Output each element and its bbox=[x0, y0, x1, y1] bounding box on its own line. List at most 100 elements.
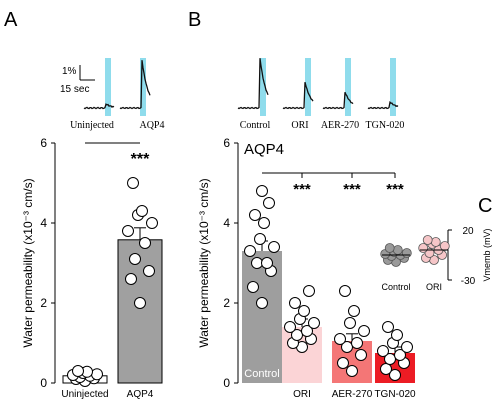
point-b-0 bbox=[244, 245, 256, 257]
point-c-0 bbox=[392, 245, 403, 255]
point-b-3 bbox=[401, 341, 413, 353]
x-tick-label-b-1: ORI bbox=[293, 389, 311, 400]
stimulus-aer bbox=[345, 58, 351, 116]
trace-label-aqp4: AQP4 bbox=[139, 120, 164, 131]
point-a-1 bbox=[139, 237, 151, 249]
point-b-1 bbox=[298, 305, 310, 317]
point-c-1 bbox=[439, 241, 450, 251]
scale-bar-amplitude: 1% bbox=[62, 66, 77, 77]
significance-a: *** bbox=[131, 151, 150, 168]
y-tick-label-a: 0 bbox=[40, 376, 47, 390]
point-b-0 bbox=[254, 233, 266, 245]
point-b-3 bbox=[391, 329, 403, 341]
point-c-1 bbox=[430, 237, 441, 247]
y-tick-label-a: 2 bbox=[40, 296, 47, 310]
y-tick-label-c: 20 bbox=[462, 226, 474, 237]
point-b-2 bbox=[339, 285, 351, 297]
point-a-1 bbox=[146, 217, 158, 229]
point-b-3 bbox=[380, 363, 392, 375]
stimulus-tgn bbox=[390, 58, 396, 116]
x-tick-label-b-3: TGN-020 bbox=[374, 389, 416, 400]
point-c-0 bbox=[401, 248, 412, 258]
point-b-2 bbox=[334, 333, 346, 345]
trace-label-ori: ORI bbox=[291, 120, 308, 131]
trace-uninjected bbox=[83, 103, 115, 110]
point-a-1 bbox=[129, 253, 141, 265]
y-tick-label-a: 6 bbox=[40, 136, 47, 150]
point-b-0 bbox=[268, 241, 280, 253]
point-b-3 bbox=[382, 321, 394, 333]
x-tick-label-c-1: ORI bbox=[426, 282, 442, 292]
y-tick-label-b: 2 bbox=[223, 296, 230, 310]
point-b-2 bbox=[337, 357, 349, 369]
point-c-1 bbox=[418, 243, 429, 253]
y-tick-label-c: -30 bbox=[461, 276, 476, 287]
stimulus-uninjected bbox=[105, 58, 111, 116]
x-tick-label-c-0: Control bbox=[381, 282, 410, 292]
point-b-0 bbox=[256, 185, 268, 197]
x-tick-label-a-1: AQP4 bbox=[127, 389, 154, 400]
point-b-1 bbox=[303, 285, 315, 297]
stimulus-control bbox=[260, 58, 266, 116]
point-a-1 bbox=[136, 205, 148, 217]
point-b-0 bbox=[249, 209, 261, 221]
trace-aer bbox=[322, 91, 354, 110]
x-tick-label-a-0: Uninjected bbox=[61, 389, 108, 400]
significance-b: *** bbox=[343, 181, 361, 198]
x-tick-label-b-0: Control bbox=[244, 368, 279, 380]
y-axis-label-b: Water permeability (x10⁻³ cm/s) bbox=[197, 178, 211, 347]
trace-label-aer: AER-270 bbox=[321, 120, 359, 131]
chart-a: 0 2 4 6 Water permeability (x10⁻³ cm/s) Uninj… bbox=[21, 136, 163, 400]
significance-b: *** bbox=[386, 181, 404, 198]
point-c-0 bbox=[384, 243, 395, 253]
point-b-2 bbox=[351, 337, 363, 349]
significance-b: *** bbox=[293, 181, 311, 198]
point-b-1 bbox=[284, 321, 296, 333]
trace-label-tgn: TGN-020 bbox=[366, 120, 405, 131]
stimulus-ori bbox=[305, 58, 311, 116]
trace-control bbox=[237, 58, 269, 110]
point-b-2 bbox=[355, 349, 367, 361]
point-b-0 bbox=[258, 217, 270, 229]
point-b-1 bbox=[289, 297, 301, 309]
point-a-0 bbox=[72, 365, 84, 377]
scale-bar-time: 15 sec bbox=[60, 84, 89, 95]
y-tick-label-b: 0 bbox=[223, 376, 230, 390]
stimulus-aqp4 bbox=[140, 58, 146, 116]
point-a-1 bbox=[134, 297, 146, 309]
point-b-2 bbox=[358, 325, 370, 337]
trace-label-control: Control bbox=[240, 120, 271, 131]
y-axis-label-a: Water permeability (x10⁻³ cm/s) bbox=[21, 178, 35, 347]
panel-labels: A B C bbox=[4, 9, 492, 217]
point-b-0 bbox=[263, 197, 275, 209]
panel-label-c: C bbox=[478, 195, 492, 217]
traces: Uninjected AQP4 Control ORI AER-270 TGN-020 bbox=[70, 58, 404, 131]
y-axis-label-c: Vmemb (mV) bbox=[482, 228, 492, 281]
point-a-0 bbox=[91, 368, 103, 381]
panel-label-b: B bbox=[188, 9, 201, 31]
chart-b: 0 2 4 6 Water permeability (x10⁻³ cm/s) AQP4 C… bbox=[197, 136, 416, 400]
scale-bar: 1% 15 sec bbox=[60, 65, 95, 95]
point-b-3 bbox=[384, 353, 396, 365]
point-b-3 bbox=[377, 345, 389, 357]
point-b-0 bbox=[247, 281, 259, 293]
point-b-3 bbox=[394, 349, 406, 361]
bar-a-1 bbox=[117, 239, 163, 384]
point-b-1 bbox=[308, 317, 320, 329]
point-a-1 bbox=[125, 273, 137, 285]
point-b-0 bbox=[251, 257, 263, 269]
y-tick-label-a: 4 bbox=[40, 216, 47, 230]
point-b-2 bbox=[346, 365, 358, 377]
point-b-0 bbox=[256, 297, 268, 309]
point-b-2 bbox=[344, 317, 356, 329]
point-b-1 bbox=[291, 329, 303, 341]
point-b-0 bbox=[261, 257, 273, 269]
point-b-2 bbox=[348, 305, 360, 317]
chart-title-b: AQP4 bbox=[244, 141, 284, 158]
trace-ori bbox=[282, 82, 314, 110]
point-a-1 bbox=[143, 265, 155, 277]
point-a-1 bbox=[122, 225, 134, 237]
chart-c: 20 -30 Vmemb (mV) Control ORI bbox=[380, 226, 492, 292]
x-tick-label-b-2: AER-270 bbox=[332, 389, 373, 400]
